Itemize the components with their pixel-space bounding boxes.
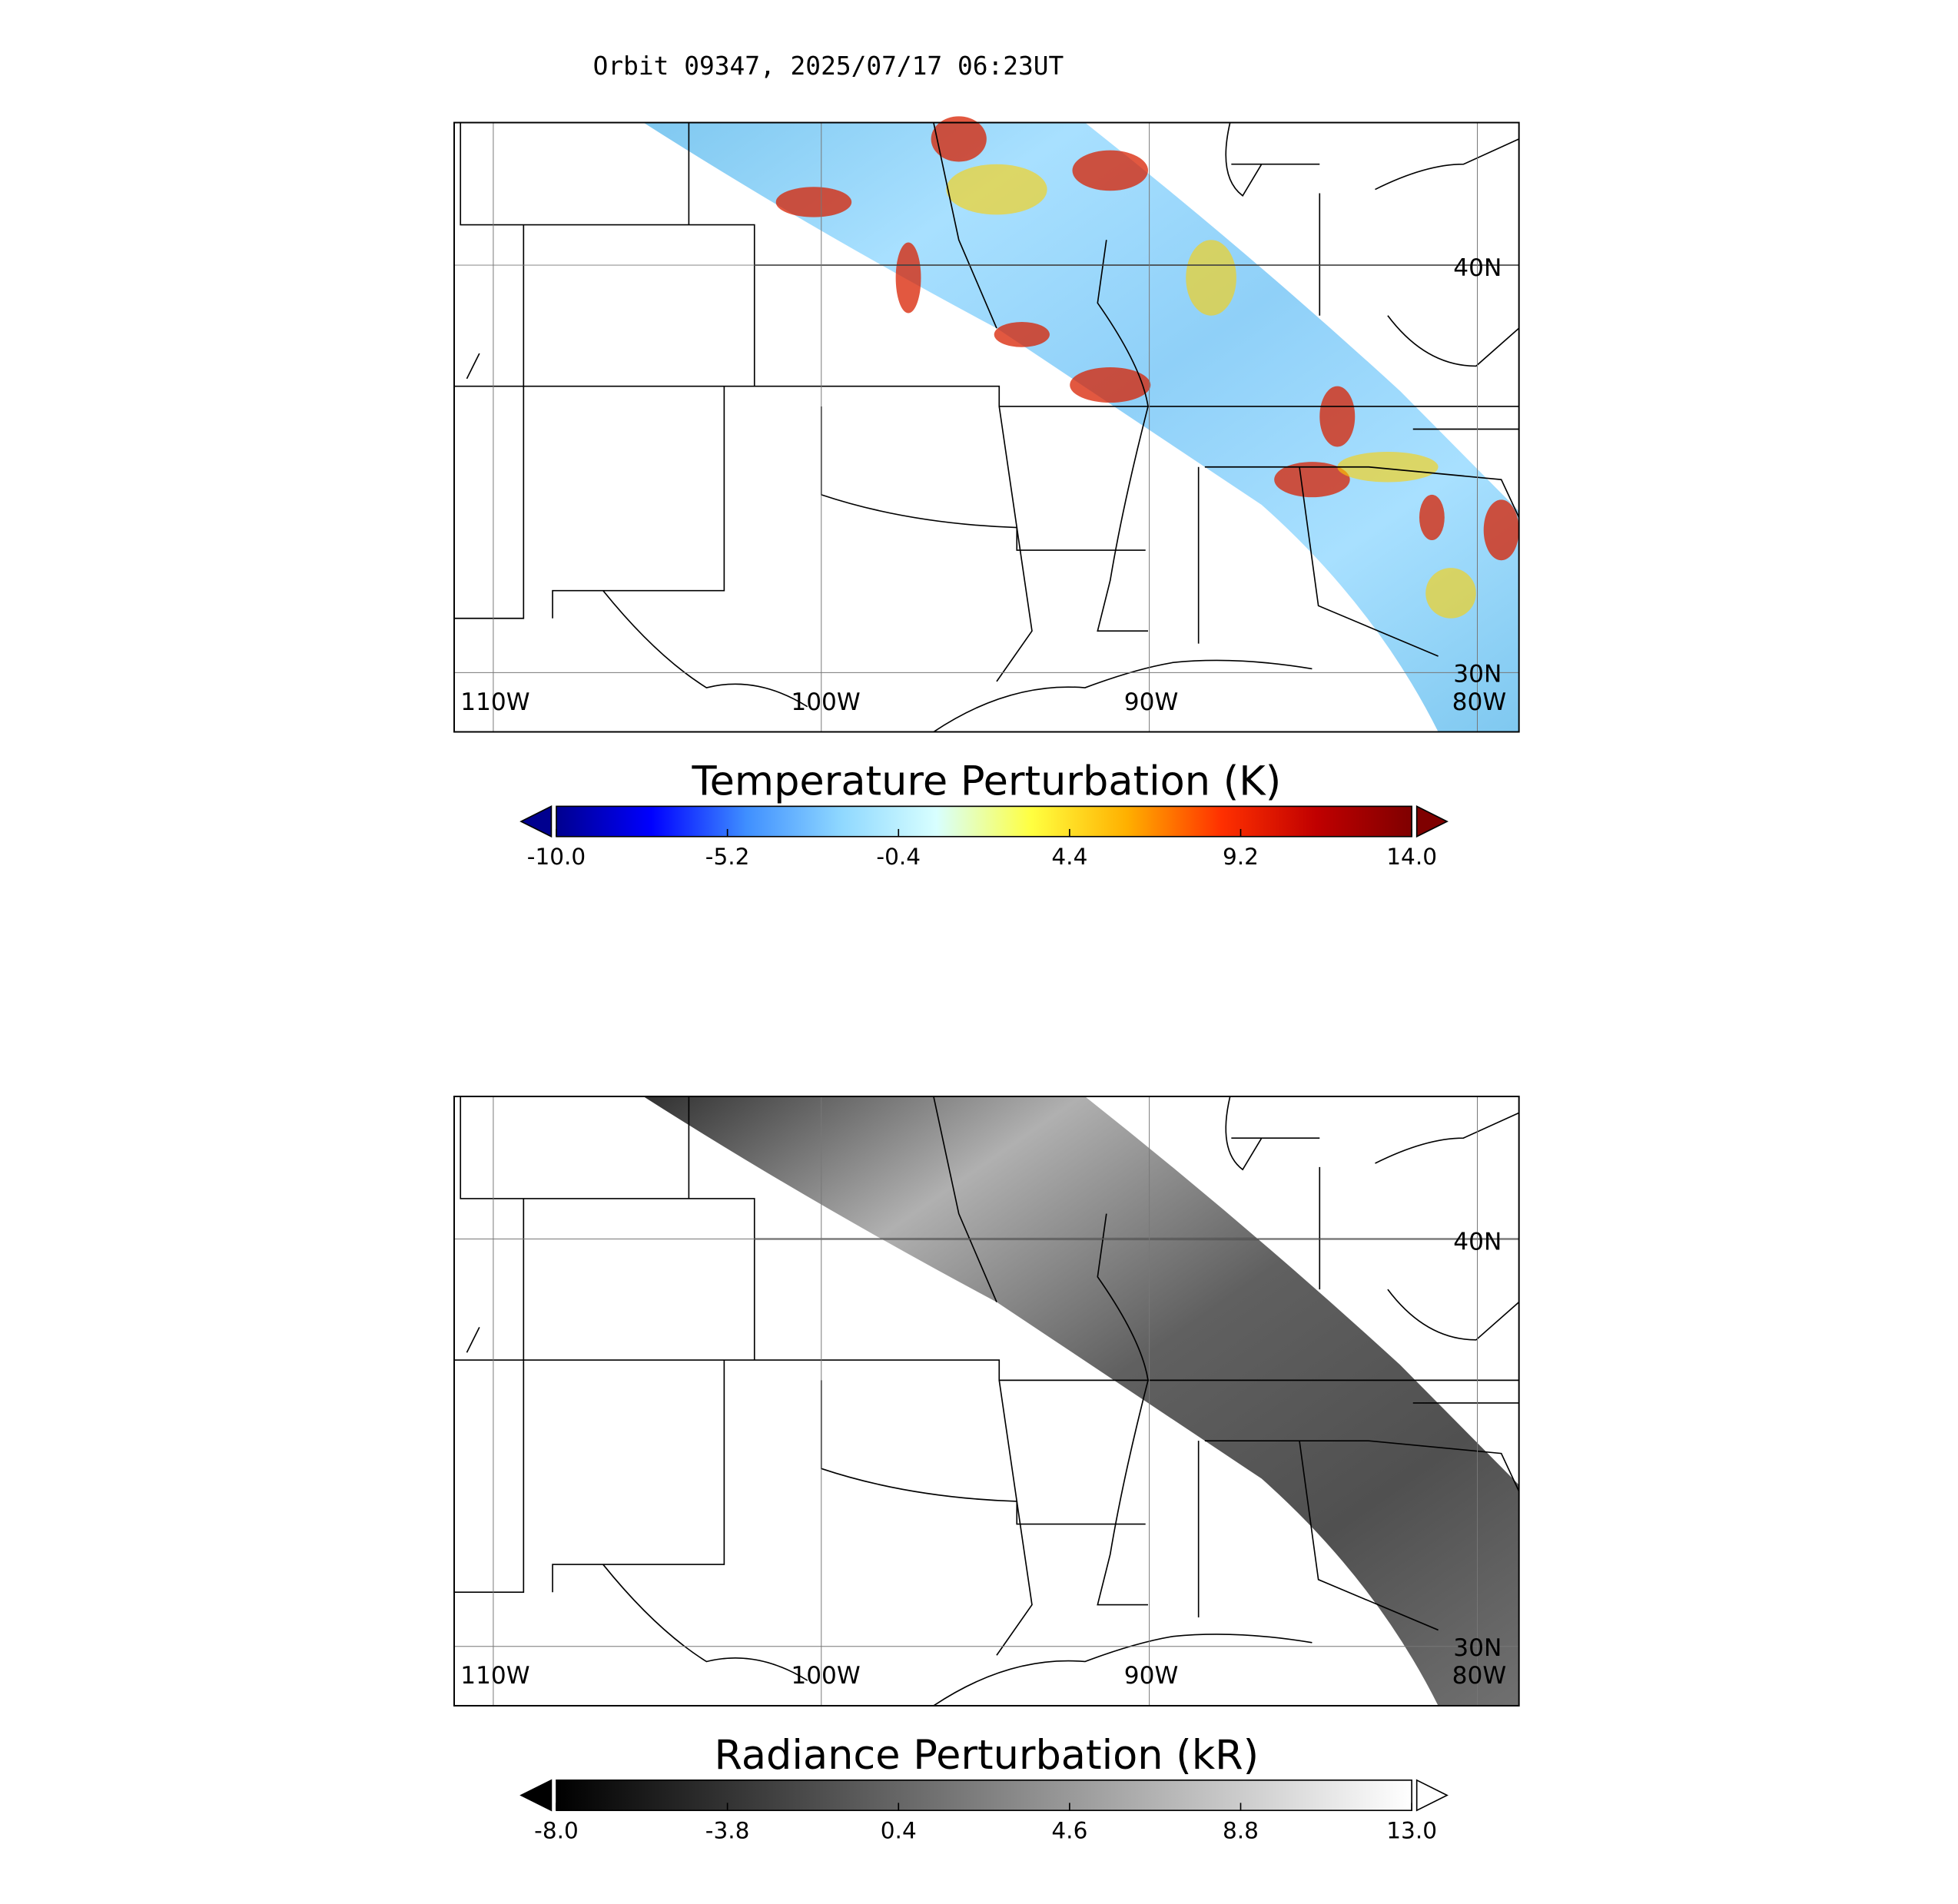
state-border	[1097, 240, 1149, 407]
colorbar-tick-label: 4.6	[1051, 1818, 1087, 1844]
state-border	[933, 122, 997, 329]
longitude-label: 90W	[1124, 688, 1179, 716]
perturbation-blob	[994, 321, 1050, 347]
perturbation-blob	[1419, 494, 1445, 540]
state-border	[454, 1359, 1519, 1382]
longitude-label: 100W	[791, 688, 860, 716]
perturbation-blob	[1274, 462, 1350, 498]
map-frame	[453, 1095, 1520, 1707]
colorbar-title: Temperature Perturbation (K)	[691, 758, 1281, 804]
longitude-label: 80W	[1452, 688, 1507, 716]
colorbar-tick-label: -0.4	[876, 844, 921, 870]
state-border	[1387, 315, 1520, 367]
longitude-label: 110W	[460, 688, 529, 716]
colorbar-under	[519, 805, 553, 838]
map-frame	[453, 121, 1520, 733]
longitude-label: 90W	[1124, 1662, 1179, 1690]
state-border	[1299, 1441, 1439, 1631]
state-border	[1097, 406, 1149, 632]
state-border	[1204, 466, 1520, 518]
state-border	[820, 1380, 1146, 1525]
colorbar	[556, 1779, 1412, 1812]
state-border	[933, 1634, 1313, 1707]
state-border	[996, 1380, 1033, 1656]
colorbar-tick-label: -8.0	[534, 1818, 579, 1844]
colorbar-tick-label: 4.4	[1051, 844, 1087, 870]
perturbation-blob	[931, 116, 987, 162]
state-border	[996, 406, 1033, 682]
perturbation-blob	[1070, 367, 1151, 403]
state-border	[454, 224, 525, 619]
perturbation-blob	[1483, 499, 1519, 561]
state-border	[460, 1096, 755, 1361]
longitude-label: 100W	[791, 1662, 860, 1690]
figure-title: Orbit 09347, 2025/07/17 06:23UT	[593, 51, 1064, 81]
state-border	[1097, 1213, 1149, 1381]
state-border	[454, 1198, 525, 1594]
latitude-label: 40N	[1453, 254, 1502, 282]
state-border	[1097, 1380, 1149, 1606]
state-border	[1204, 1440, 1520, 1492]
colorbar-tick-label: 13.0	[1386, 1818, 1437, 1844]
colorbar-tick-label: 8.8	[1223, 1818, 1259, 1844]
colorbar-tick-label: -10.0	[527, 844, 586, 870]
state-border	[1375, 138, 1520, 191]
perturbation-blob	[1425, 568, 1476, 619]
swath	[643, 1096, 1519, 1706]
state-border	[933, 659, 1313, 733]
state-border	[466, 353, 480, 380]
colorbar-tick-label: 9.2	[1223, 844, 1259, 870]
swath	[643, 122, 1519, 732]
latitude-label: 40N	[1453, 1228, 1502, 1256]
colorbar-title: Radiance Perturbation (kR)	[715, 1732, 1259, 1779]
perturbation-blob	[1337, 452, 1439, 483]
longitude-label: 80W	[1452, 1662, 1507, 1690]
perturbation-blob	[895, 242, 921, 313]
perturbation-blob	[1186, 240, 1236, 316]
colorbar-tick-label: 0.4	[881, 1818, 917, 1844]
state-border	[552, 386, 725, 619]
state-border	[820, 406, 1146, 551]
colorbar-tick-label: -5.2	[705, 844, 750, 870]
map-panel: 110W 100W 90W 80W 40N 30N Radiance Perturbatio…	[453, 1095, 1520, 1844]
map-panel: 110W 100W 90W 80W 40N 30N Temperature Perturba…	[453, 116, 1520, 870]
colorbar-tick-label: -3.8	[705, 1818, 750, 1844]
state-border	[1225, 122, 1263, 197]
colorbar-over	[1415, 1779, 1449, 1812]
colorbar-tick-label: 14.0	[1386, 844, 1437, 870]
state-border	[454, 385, 1519, 407]
perturbation-blob	[946, 164, 1047, 215]
perturbation-blob	[775, 187, 852, 217]
latitude-label: 30N	[1453, 1634, 1502, 1662]
state-border	[602, 1564, 808, 1681]
state-border	[602, 590, 808, 708]
state-border	[1375, 1112, 1520, 1164]
state-border	[460, 122, 755, 386]
state-border	[552, 1360, 725, 1593]
colorbar	[556, 805, 1412, 838]
latitude-label: 30N	[1453, 661, 1502, 688]
state-border	[1387, 1289, 1520, 1341]
colorbar-over	[1415, 805, 1449, 838]
perturbation-blob	[1072, 150, 1148, 191]
longitude-label: 110W	[460, 1662, 529, 1690]
colorbar-under	[519, 1779, 553, 1812]
state-border	[466, 1327, 480, 1353]
state-border	[1225, 1096, 1263, 1171]
state-border	[933, 1096, 997, 1302]
perturbation-blob	[1319, 386, 1356, 447]
state-border	[1299, 466, 1439, 657]
